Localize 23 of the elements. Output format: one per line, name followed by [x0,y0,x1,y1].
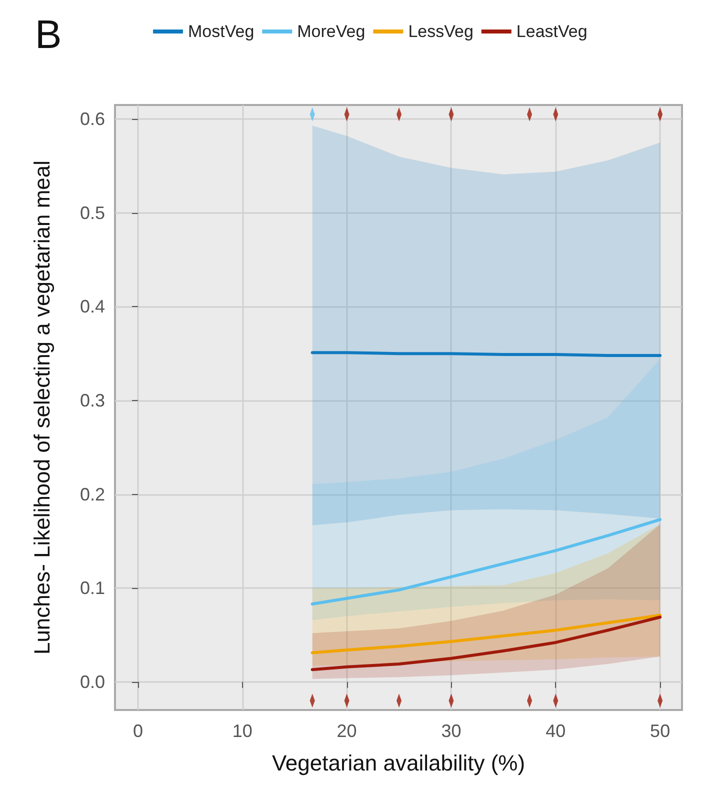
line-series [310,614,662,654]
line-series [310,616,662,672]
legend-label: MoreVeg [297,22,366,41]
legend-label: MostVeg [188,22,254,41]
y-tick-label: 0.6 [80,109,105,130]
line-series [310,518,662,606]
x-axis-title: Vegetarian availability (%) [272,750,526,776]
x-tick-label: 50 [650,721,670,741]
legend-label: LessVeg [408,22,474,41]
y-tick-label: 0.5 [80,202,105,223]
y-tick-label: 0.0 [80,672,105,692]
x-tick-label: 20 [336,721,357,741]
y-tick-label: 0.3 [80,390,105,410]
x-tick-label: 0 [132,721,143,741]
y-tick-label: 0.4 [80,296,105,317]
y-axis-title: Lunches- Likelihood of selecting a vegetarian meal [30,160,54,655]
legend-label: LeastVeg [516,22,588,41]
x-tick-label: 40 [546,721,566,741]
y-tick-label: 0.2 [80,484,105,504]
x-tick-label: 30 [441,721,462,741]
x-tick-label: 10 [232,721,252,741]
chart-title: B [35,13,62,57]
y-tick-label: 0.1 [80,578,105,598]
